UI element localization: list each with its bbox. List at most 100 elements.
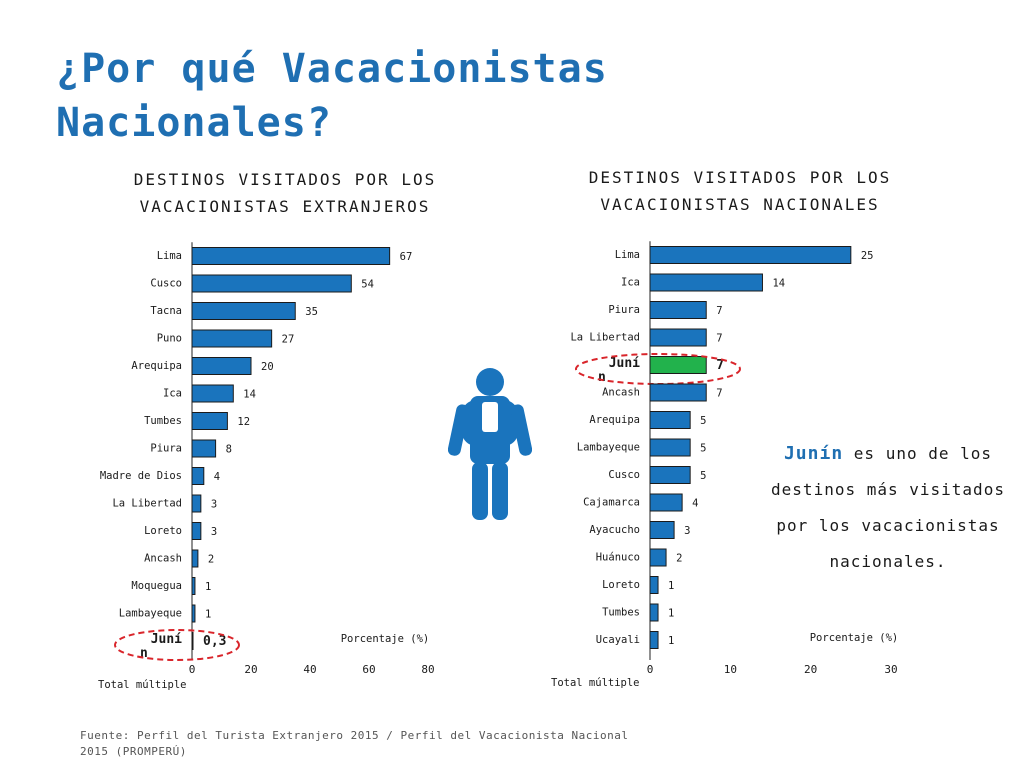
data-label: 27 <box>282 334 295 346</box>
data-label: 1 <box>668 608 674 620</box>
category-label: Cusco <box>608 469 640 481</box>
x-tick-label: 10 <box>724 663 737 676</box>
data-label: 7 <box>716 358 724 373</box>
x-tick-label: 20 <box>804 663 817 676</box>
category-label: Lima <box>157 250 182 262</box>
category-label: Ayacucho <box>589 524 640 536</box>
x-tick-label: 0 <box>647 663 654 676</box>
bar-national-2 <box>649 301 707 319</box>
data-label: 1 <box>205 581 211 593</box>
bar-foreign-5 <box>191 384 234 403</box>
data-label: 14 <box>243 389 256 401</box>
category-label: La Libertad <box>570 332 640 344</box>
category-label: Arequipa <box>131 360 182 372</box>
bar-foreign-11 <box>191 549 199 568</box>
bar-national-14 <box>649 631 659 649</box>
data-label: 12 <box>237 416 250 428</box>
data-label: 5 <box>700 470 706 482</box>
category-label: La Libertad <box>112 498 182 510</box>
bar-foreign-12 <box>191 577 196 595</box>
category-label: Arequipa <box>589 414 640 426</box>
page-title: ¿Por qué Vacacionistas Nacionales? <box>56 46 608 146</box>
category-label: Juní n <box>598 356 640 385</box>
x-tick-label: 0 <box>189 663 196 676</box>
bar-national-9 <box>649 493 683 512</box>
bar-foreign-2 <box>191 302 296 320</box>
data-label: 7 <box>716 305 722 317</box>
category-label: Ica <box>163 388 182 400</box>
category-label: Piura <box>608 304 640 316</box>
category-label: Cajamarca <box>583 497 640 509</box>
category-label: Ica <box>621 277 640 289</box>
bar-national-5 <box>649 383 707 402</box>
y-axis-title: Total múltiple <box>551 677 640 689</box>
category-label: Loreto <box>602 579 640 591</box>
category-label: Piura <box>150 443 182 455</box>
data-label: 1 <box>668 635 674 647</box>
source-note: Fuente: Perfil del Turista Extranjero 20… <box>80 729 629 758</box>
chart-title-national: DESTINOS VISITADOS POR LOS VACACIONISTAS… <box>588 168 892 214</box>
data-label: 4 <box>214 471 220 483</box>
callout-body: es uno de los destinos más visitados por… <box>771 444 1005 571</box>
bar-national-7 <box>649 438 691 457</box>
bar-national-0 <box>649 246 852 264</box>
data-label: 7 <box>716 333 722 345</box>
bar-foreign-1 <box>191 274 352 293</box>
category-label: Cusco <box>150 278 182 290</box>
data-label: 20 <box>261 361 274 373</box>
data-label: 2 <box>676 553 682 565</box>
category-label: Lima <box>615 249 640 261</box>
category-label: Loreto <box>144 525 182 537</box>
x-tick-label: 80 <box>421 663 434 676</box>
data-label: 14 <box>772 278 785 290</box>
data-label: 54 <box>361 279 374 291</box>
bar-foreign-8 <box>191 467 205 485</box>
data-label: 4 <box>692 498 698 510</box>
bar-foreign-9 <box>191 494 202 513</box>
bar-foreign-7 <box>191 439 217 458</box>
callout-highlight: Junín <box>783 443 844 464</box>
category-label: Ancash <box>602 387 640 399</box>
x-tick-label: 40 <box>303 663 316 676</box>
category-label: Madre de Dios <box>100 470 182 482</box>
bar-foreign-3 <box>191 329 273 348</box>
data-label: 3 <box>211 526 217 538</box>
bar-foreign-4 <box>191 357 252 375</box>
backpacker-icon <box>447 366 533 522</box>
category-label: Tumbes <box>602 607 640 619</box>
x-axis-title: Porcentaje (%) <box>810 632 899 644</box>
x-tick-label: 20 <box>244 663 257 676</box>
highlight-circle <box>114 629 240 661</box>
bar-foreign-10 <box>191 522 202 540</box>
bar-foreign-13 <box>191 604 196 623</box>
data-label: 3 <box>211 499 217 511</box>
data-label: 8 <box>226 444 232 456</box>
bar-foreign-14 <box>191 632 194 650</box>
category-label: Moquegua <box>131 580 182 592</box>
data-label: 2 <box>208 554 214 566</box>
category-label: Tacna <box>150 305 182 317</box>
data-label: 7 <box>716 388 722 400</box>
data-label: 1 <box>205 609 211 621</box>
bar-national-6 <box>649 411 691 429</box>
bar-national-10 <box>649 521 675 539</box>
category-label: Huánuco <box>596 552 640 564</box>
category-label: Puno <box>157 333 182 345</box>
data-label: 1 <box>668 580 674 592</box>
data-label: 35 <box>305 306 318 318</box>
chart-title-foreign: DESTINOS VISITADOS POR LOS VACACIONISTAS… <box>133 170 437 216</box>
x-axis-title: Porcentaje (%) <box>341 633 430 645</box>
bar-foreign-6 <box>191 412 228 430</box>
bar-national-11 <box>649 548 667 567</box>
category-label: Tumbes <box>144 415 182 427</box>
bar-national-1 <box>649 273 763 292</box>
data-label: 67 <box>400 251 413 263</box>
bar-foreign-0 <box>191 247 391 265</box>
data-label: 5 <box>700 443 706 455</box>
x-tick-label: 60 <box>362 663 375 676</box>
data-label: 5 <box>700 415 706 427</box>
bar-national-8 <box>649 466 691 484</box>
category-label: Lambayeque <box>119 608 182 620</box>
